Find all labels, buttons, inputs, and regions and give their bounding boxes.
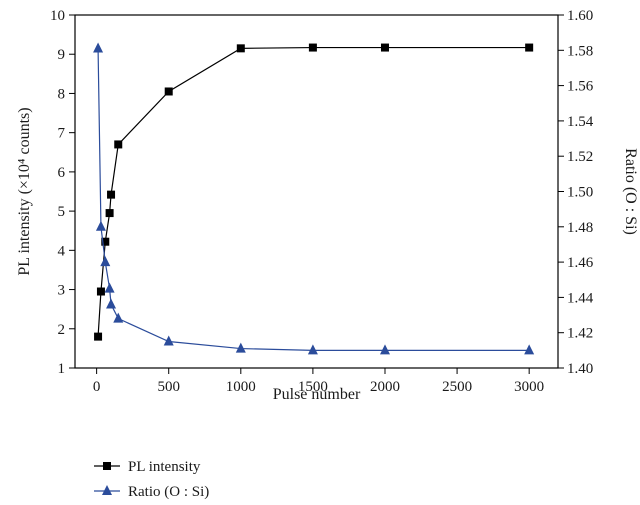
legend-entry: Ratio (O : Si) [94,484,209,500]
data-point-square [107,190,116,199]
y-right-tick-label: 1.44 [567,290,594,306]
y-right-tick-label: 1.56 [567,79,594,95]
data-point-triangle [106,298,117,309]
series-layer [93,42,535,355]
y-right-tick-label: 1.58 [567,43,593,59]
x-tick-label: 500 [157,379,180,395]
x-tick-label: 2000 [370,379,400,395]
y-right-tick-label: 1.42 [567,326,593,342]
y-left-tick-label: 8 [58,86,66,102]
data-point-square [164,87,173,96]
data-point-square [525,43,534,52]
data-point-triangle [235,342,246,353]
y-left-tick-label: 2 [58,322,66,338]
y-right-axis-title: Ratio (O : Si) [622,148,639,235]
x-axis-title: Pulse number [273,386,361,403]
data-point-square [308,43,317,52]
y-left-tick-label: 4 [58,243,66,259]
legend: PL intensity Ratio (O : Si) [94,459,209,500]
y-right-tick-label: 1.52 [567,149,593,165]
series-line [97,48,530,351]
data-point-triangle [95,220,106,231]
legend-label: Ratio (O : Si) [128,484,209,500]
plot-frame [74,14,559,369]
y-right-tick-label: 1.60 [567,8,593,24]
series-pl-intensity [94,43,534,341]
data-point-triangle [113,312,124,323]
data-point-square [114,140,123,149]
y-right-tick-label: 1.54 [567,114,594,130]
data-point-triangle [100,256,111,267]
y-right-tick-label: 1.40 [567,361,593,377]
data-point-square [103,462,111,470]
series-line [97,46,530,337]
data-point-square [236,44,245,53]
data-point-triangle [104,282,115,293]
y-right-tick-label: 1.50 [567,185,593,201]
y-left-axis-title: PL intensity (×10⁴ counts) [16,107,33,275]
legend-entry: PL intensity [94,459,201,475]
data-point-triangle [163,335,174,346]
data-point-square [101,237,110,246]
y-right-tick-label: 1.46 [567,255,594,271]
y-left-tick-label: 1 [58,361,66,377]
y-left-tick-label: 9 [58,47,66,63]
data-point-square [96,287,105,296]
data-point-triangle [93,42,104,53]
data-point-square [94,332,103,341]
data-point-triangle [524,344,535,355]
legend-label: PL intensity [128,459,201,475]
y-left-tick-label: 5 [58,204,66,220]
x-tick-label: 0 [93,379,101,395]
x-tick-label: 1500 [298,379,328,395]
x-tick-label: 2500 [442,379,472,395]
data-point-square [380,43,389,52]
x-tick-label: 3000 [514,379,544,395]
y-left-tick-label: 7 [58,126,66,142]
data-point-triangle [102,485,112,495]
y-left-tick-label: 10 [50,8,65,24]
data-point-triangle [379,344,390,355]
y-left-tick-label: 6 [58,165,66,181]
series-ratio-o-si [93,42,535,355]
data-point-triangle [307,344,318,355]
y-right-tick-label: 1.48 [567,220,593,236]
y-left-tick-label: 3 [58,283,66,299]
axes: 0 500 1000 1500 2000 2500 3000 1 2 3 4 5 6 7 8 9 10 1.40 1… [16,8,639,403]
data-point-square [105,209,114,218]
x-tick-label: 1000 [226,379,256,395]
